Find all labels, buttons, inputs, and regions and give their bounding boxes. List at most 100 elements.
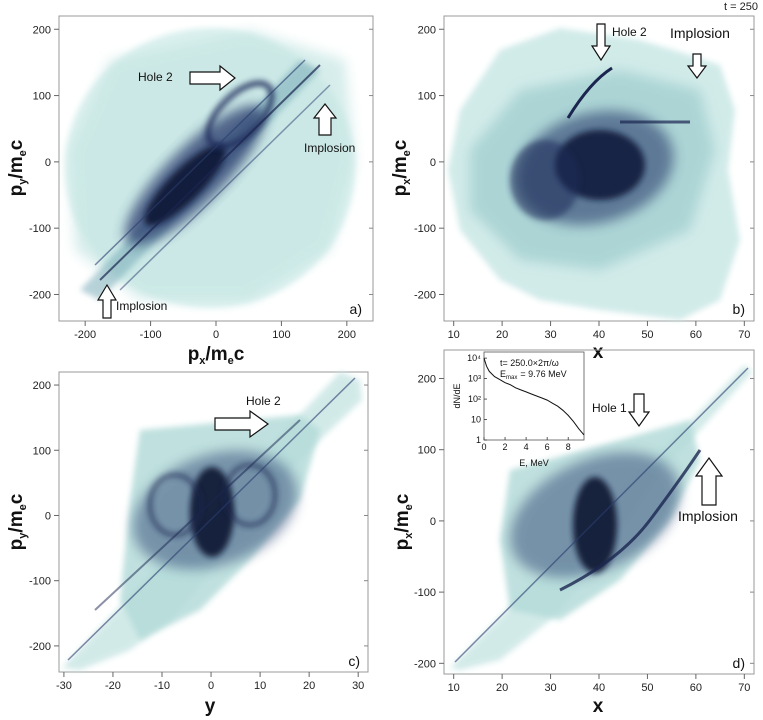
inset-spectrum-line [483,357,585,436]
panel-b: 10 20 30 40 50 60 70 -200 -100 0 100 200 b) x px/me… [390,15,755,363]
y-tick-label: -200 [29,641,51,653]
x-tick-label: 0 [208,680,214,692]
panel-d-cloud [450,365,752,670]
x-tick-label: -30 [56,680,72,692]
y-tick-label: -200 [414,289,436,301]
panel-b-xlabel: x [593,342,604,363]
inset-y-tick-label: 10² [468,394,481,404]
panel-d-ylabel: px/mec [392,493,415,550]
panel-a-label: a) [350,301,362,317]
x-tick-label: 10 [448,682,460,694]
inset-axes: 0 2 4 6 8 1 10 10² 10³ 10⁴ [467,353,585,452]
inset-text-time: t= 250.0×2π/ω [500,358,559,368]
inset-x-tick-label: 4 [524,442,529,452]
x-tick-label: 50 [641,329,653,341]
panel-d-annotation-hole1: Hole 1 [592,393,651,428]
svg-text:Implosion: Implosion [678,508,738,524]
panel-c-frame [58,371,369,673]
time-label: t = 250 [724,1,758,13]
panel-a: -200 -100 0 100 200 -200 -100 0 100 200 a) px/mec… [6,15,374,367]
panel-c-xlabel: y [205,696,216,717]
inset-x-tick-label: 0 [481,442,486,452]
y-tick-label: 200 [33,380,51,392]
y-tick-label: 0 [45,510,51,522]
panel-c-label: c) [348,653,360,669]
panel-a-xlabel: px/mec [188,344,245,367]
x-tick-label: 0 [213,329,219,341]
inset-x-tick-label: 2 [503,442,508,452]
svg-text:Hole 2: Hole 2 [138,70,173,84]
inset-ylabel: dN/dE [452,383,462,408]
x-tick-label: 10 [254,680,266,692]
x-tick-label: -200 [74,329,96,341]
x-tick-label: 20 [496,682,508,694]
panel-b-cloud [448,28,740,320]
panel-a-ylabel: py/mec [6,139,29,196]
y-tick-label: 100 [33,445,51,457]
y-tick-label: 200 [33,24,51,36]
panel-a-axes: -200 -100 0 100 200 -200 -100 0 100 200 [29,24,373,341]
inset-x-tick-label: 6 [545,442,550,452]
panel-b-axes: 10 20 30 40 50 60 70 -200 -100 0 100 200 [414,24,754,341]
y-tick-label: -100 [29,576,51,588]
x-tick-label: 20 [496,329,508,341]
x-tick-label: 30 [544,682,556,694]
x-tick-label: 10 [448,329,460,341]
inset-spectrum: 0 2 4 6 8 1 10 10² 10³ 10⁴ dN/dE E, MeV t= 250.0×… [452,351,585,468]
panel-d-label: d) [733,655,745,671]
panel-c-annotation-hole2: Hole 2 [214,394,281,439]
panel-b-annotation-hole2: Hole 2 [590,23,647,62]
panel-a-cloud [65,28,355,308]
y-tick-label: 0 [430,516,436,528]
panel-a-annotation-implosion-right: Implosion [304,103,355,155]
y-tick-label: -100 [414,587,436,599]
panel-a-annotation-hole2: Hole 2 [138,64,236,92]
panel-b-annotation-implosion: Implosion [670,25,730,79]
y-tick-label: -200 [29,289,51,301]
y-tick-label: 0 [430,157,436,169]
y-tick-label: 100 [418,445,436,457]
inset-y-tick-label: 10³ [468,374,481,384]
y-tick-label: -200 [414,658,436,670]
y-tick-label: 200 [418,373,436,385]
x-tick-label: 100 [272,329,290,341]
panel-b-label: b) [733,301,745,317]
panel-c-ylabel: py/mec [6,493,29,550]
inset-y-tick-label: 10 [471,415,481,425]
x-tick-label: -10 [154,680,170,692]
x-tick-label: -100 [140,329,162,341]
inset-y-tick-label: 10⁴ [467,353,481,363]
inset-xlabel: E, MeV [519,458,549,468]
x-tick-label: 40 [593,682,605,694]
x-tick-label: -20 [105,680,121,692]
x-tick-label: 70 [738,682,750,694]
svg-text:Implosion: Implosion [670,25,730,41]
panel-c-cloud [62,372,362,670]
y-tick-label: 200 [418,24,436,36]
panel-a-annotation-implosion-left: Implosion [96,283,167,319]
y-tick-label: 100 [33,91,51,103]
inset-y-tick-label: 1 [476,435,481,445]
panel-d-annotation-implosion: Implosion [678,456,738,524]
panel-b-ylabel: px/mec [390,139,413,196]
svg-text:Implosion: Implosion [116,299,167,313]
x-tick-label: 20 [303,680,315,692]
svg-text:Implosion: Implosion [304,141,355,155]
inset-frame [483,351,585,441]
inset-x-tick-label: 8 [566,442,571,452]
y-tick-label: 0 [45,157,51,169]
x-tick-label: 30 [544,329,556,341]
panel-d-xlabel: x [593,696,604,717]
x-tick-label: 200 [338,329,356,341]
svg-text:Hole 2: Hole 2 [612,25,647,39]
x-tick-label: 70 [738,329,750,341]
inset-text-emax: Emax = 9.76 MeV [500,369,567,381]
y-tick-label: -100 [414,223,436,235]
x-tick-label: 30 [352,680,364,692]
x-tick-label: 40 [593,329,605,341]
